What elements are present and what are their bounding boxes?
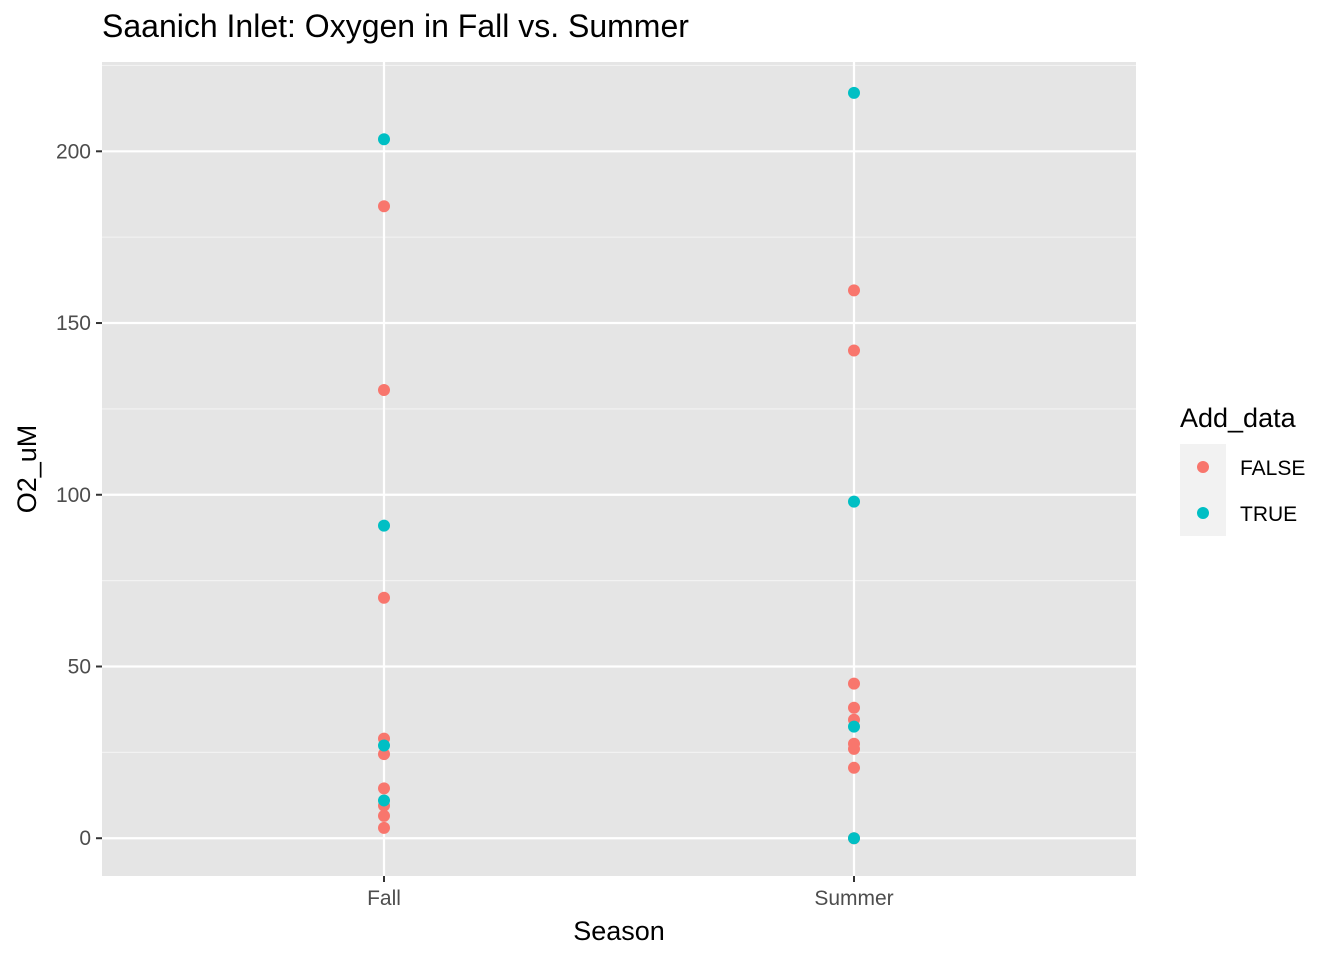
data-point-true <box>378 794 390 807</box>
data-point-false <box>378 809 390 822</box>
data-point-true <box>848 86 860 99</box>
x-axis: Fall Summer <box>367 876 894 910</box>
data-points <box>378 86 860 845</box>
legend: Add_data FALSE TRUE <box>1180 403 1305 536</box>
data-point-true <box>848 495 860 508</box>
y-tick-label: 50 <box>68 655 91 678</box>
data-point-false <box>378 591 390 604</box>
data-point-false <box>848 284 860 297</box>
legend-key-true <box>1197 507 1209 519</box>
data-point-false <box>848 344 860 357</box>
chart-title: Saanich Inlet: Oxygen in Fall vs. Summer <box>102 8 689 44</box>
data-point-false <box>848 701 860 714</box>
x-axis-title: Season <box>573 916 665 946</box>
data-point-true <box>378 133 390 146</box>
data-point-false <box>378 748 390 761</box>
data-point-true <box>378 519 390 532</box>
x-tick-label: Fall <box>367 887 401 910</box>
data-point-false <box>848 677 860 690</box>
data-point-false <box>848 761 860 774</box>
data-point-true <box>848 832 860 845</box>
data-point-false <box>378 200 390 213</box>
y-tick-label: 100 <box>56 484 91 507</box>
x-tick-label: Summer <box>814 887 893 910</box>
data-point-true <box>848 720 860 733</box>
legend-label-true: TRUE <box>1240 503 1297 526</box>
data-point-true <box>378 739 390 752</box>
grid-minor <box>102 64 1136 753</box>
data-point-false <box>378 821 390 834</box>
y-tick-label: 0 <box>79 827 91 850</box>
legend-title: Add_data <box>1180 403 1297 433</box>
y-tick-label: 150 <box>56 312 91 335</box>
data-point-false <box>848 742 860 755</box>
data-point-false <box>378 782 390 795</box>
y-axis: 0 50 100 150 200 <box>56 140 102 850</box>
plot-panel <box>102 62 1136 876</box>
legend-key-false <box>1197 461 1209 473</box>
data-point-false <box>378 384 390 397</box>
legend-label-false: FALSE <box>1240 457 1305 480</box>
y-axis-title: O2_uM <box>12 425 42 514</box>
y-tick-label: 200 <box>56 140 91 163</box>
